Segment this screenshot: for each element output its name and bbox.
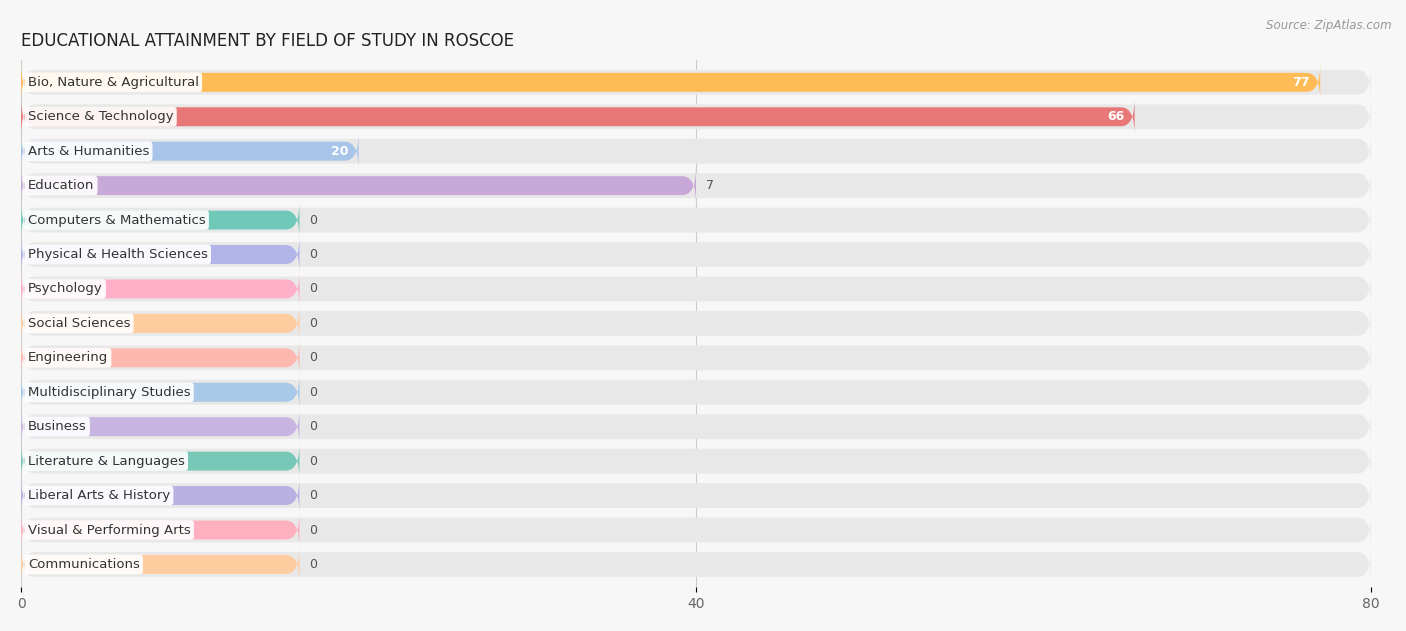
Text: Physical & Health Sciences: Physical & Health Sciences bbox=[28, 248, 208, 261]
FancyBboxPatch shape bbox=[21, 205, 1371, 235]
FancyBboxPatch shape bbox=[21, 237, 299, 273]
FancyBboxPatch shape bbox=[21, 480, 1371, 510]
Text: 7: 7 bbox=[706, 179, 714, 192]
Text: Communications: Communications bbox=[28, 558, 139, 571]
FancyBboxPatch shape bbox=[21, 478, 299, 514]
Text: Social Sciences: Social Sciences bbox=[28, 317, 131, 330]
Text: 20: 20 bbox=[330, 144, 349, 158]
FancyBboxPatch shape bbox=[21, 377, 1371, 408]
Text: 0: 0 bbox=[309, 558, 318, 571]
Text: Arts & Humanities: Arts & Humanities bbox=[28, 144, 149, 158]
Text: Source: ZipAtlas.com: Source: ZipAtlas.com bbox=[1267, 19, 1392, 32]
FancyBboxPatch shape bbox=[21, 409, 299, 445]
Text: Visual & Performing Arts: Visual & Performing Arts bbox=[28, 524, 191, 536]
Text: 0: 0 bbox=[309, 351, 318, 364]
FancyBboxPatch shape bbox=[21, 550, 1371, 580]
Text: EDUCATIONAL ATTAINMENT BY FIELD OF STUDY IN ROSCOE: EDUCATIONAL ATTAINMENT BY FIELD OF STUDY… bbox=[21, 32, 515, 50]
FancyBboxPatch shape bbox=[21, 271, 299, 307]
FancyBboxPatch shape bbox=[21, 98, 1135, 135]
FancyBboxPatch shape bbox=[21, 374, 299, 410]
Text: Literature & Languages: Literature & Languages bbox=[28, 454, 184, 468]
FancyBboxPatch shape bbox=[21, 64, 1320, 100]
FancyBboxPatch shape bbox=[21, 168, 696, 204]
FancyBboxPatch shape bbox=[21, 512, 299, 548]
FancyBboxPatch shape bbox=[21, 133, 359, 169]
Text: Business: Business bbox=[28, 420, 87, 433]
Text: Multidisciplinary Studies: Multidisciplinary Studies bbox=[28, 386, 190, 399]
Text: 0: 0 bbox=[309, 420, 318, 433]
Text: Computers & Mathematics: Computers & Mathematics bbox=[28, 213, 205, 227]
Text: 0: 0 bbox=[309, 489, 318, 502]
Text: 77: 77 bbox=[1292, 76, 1310, 89]
FancyBboxPatch shape bbox=[21, 443, 299, 479]
FancyBboxPatch shape bbox=[21, 102, 1371, 132]
FancyBboxPatch shape bbox=[21, 411, 1371, 442]
Text: 0: 0 bbox=[309, 248, 318, 261]
FancyBboxPatch shape bbox=[21, 202, 299, 238]
Text: 0: 0 bbox=[309, 454, 318, 468]
FancyBboxPatch shape bbox=[21, 515, 1371, 545]
Text: 0: 0 bbox=[309, 213, 318, 227]
Text: 0: 0 bbox=[309, 283, 318, 295]
Text: Engineering: Engineering bbox=[28, 351, 108, 364]
FancyBboxPatch shape bbox=[21, 339, 299, 376]
Text: Education: Education bbox=[28, 179, 94, 192]
FancyBboxPatch shape bbox=[21, 343, 1371, 373]
Text: 0: 0 bbox=[309, 524, 318, 536]
FancyBboxPatch shape bbox=[21, 136, 1371, 167]
FancyBboxPatch shape bbox=[21, 446, 1371, 476]
Text: 0: 0 bbox=[309, 386, 318, 399]
FancyBboxPatch shape bbox=[21, 239, 1371, 269]
FancyBboxPatch shape bbox=[21, 170, 1371, 201]
Text: Psychology: Psychology bbox=[28, 283, 103, 295]
Text: 0: 0 bbox=[309, 317, 318, 330]
FancyBboxPatch shape bbox=[21, 274, 1371, 304]
Text: Liberal Arts & History: Liberal Arts & History bbox=[28, 489, 170, 502]
Text: 66: 66 bbox=[1108, 110, 1125, 123]
FancyBboxPatch shape bbox=[21, 546, 299, 582]
FancyBboxPatch shape bbox=[21, 308, 1371, 339]
FancyBboxPatch shape bbox=[21, 67, 1371, 97]
Text: Bio, Nature & Agricultural: Bio, Nature & Agricultural bbox=[28, 76, 198, 89]
Text: Science & Technology: Science & Technology bbox=[28, 110, 173, 123]
FancyBboxPatch shape bbox=[21, 305, 299, 341]
